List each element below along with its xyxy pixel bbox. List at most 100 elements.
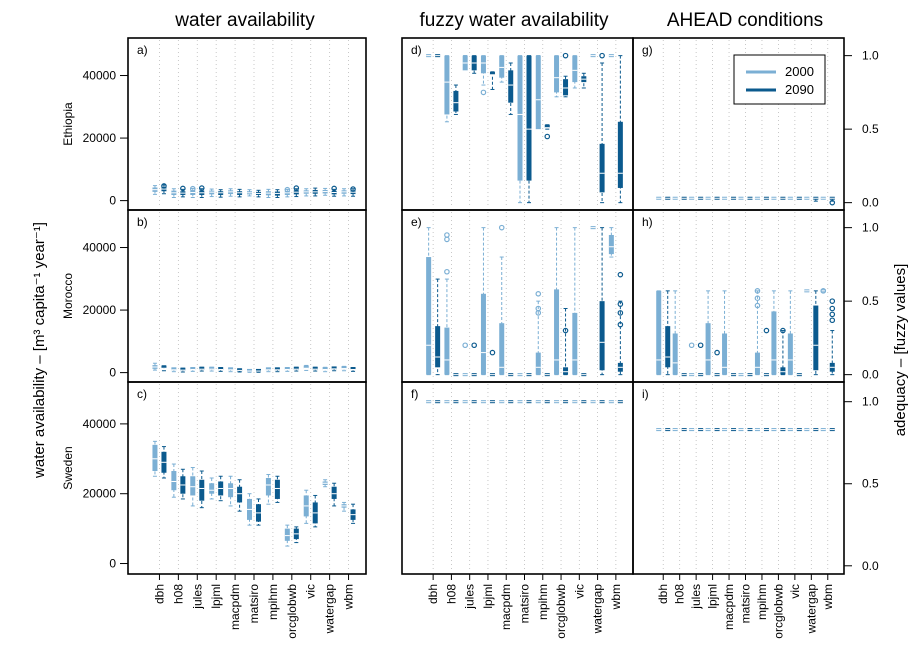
- box: [480, 293, 486, 375]
- box: [656, 290, 662, 375]
- outlier-point: [498, 224, 505, 231]
- y-tick-label: 40000: [83, 69, 117, 83]
- outlier-point: [535, 290, 542, 297]
- x-tick-label: matsiro: [739, 584, 753, 624]
- box: [771, 311, 777, 375]
- box: [265, 478, 271, 496]
- box: [435, 326, 441, 368]
- box: [171, 471, 177, 491]
- panel-letter: a): [137, 43, 148, 57]
- outlier-point: [562, 327, 569, 334]
- outlier-point: [198, 185, 205, 191]
- y-tick-label: 1.0: [862, 49, 879, 63]
- box: [331, 366, 337, 370]
- box: [303, 365, 309, 369]
- box: [453, 90, 459, 112]
- x-tick-label: h08: [673, 584, 687, 604]
- box: [787, 333, 793, 375]
- panel-c: c): [127, 381, 367, 575]
- x-tick-label: macpdm: [722, 584, 736, 630]
- panel-letter: b): [137, 215, 148, 229]
- panel-frame: [127, 381, 367, 575]
- box: [517, 55, 523, 181]
- panel-letter: f): [411, 387, 418, 401]
- box: [426, 257, 432, 375]
- box: [572, 55, 578, 83]
- outlier-point: [562, 52, 569, 59]
- outlier-point: [293, 185, 300, 191]
- panel-frame: [401, 381, 634, 575]
- panel-h: h): [632, 209, 845, 383]
- box: [526, 55, 532, 181]
- x-tick-label: dbh: [152, 584, 166, 604]
- x-tick-label: matsiro: [518, 584, 532, 624]
- right-y-axis-label: adequacy – [fuzzy values]: [892, 264, 909, 437]
- box: [180, 367, 186, 371]
- y-tick-label: 0: [109, 194, 116, 208]
- outlier-point: [535, 310, 542, 316]
- outlier-point: [462, 342, 468, 349]
- x-tick-label: orcglobwb: [285, 584, 299, 639]
- y-tick-label: 20000: [83, 131, 117, 145]
- box: [754, 352, 760, 375]
- box: [247, 368, 252, 372]
- box: [256, 368, 261, 372]
- x-tick-label: h08: [444, 584, 458, 604]
- x-tick-label: wbm: [342, 584, 356, 610]
- legend-box: [733, 54, 826, 105]
- panel-letter: d): [411, 43, 422, 57]
- box: [608, 234, 614, 255]
- panels: a)b)c)d)e)f)g)h)i)0200004000002000040000…: [83, 37, 879, 639]
- outlier-point: [763, 327, 770, 334]
- row-label-morocco: Morocco: [61, 273, 75, 319]
- outlier-point: [617, 301, 624, 307]
- row-label-ethiopia: Ethiopia: [61, 102, 75, 146]
- y-tick-label: 20000: [83, 487, 117, 501]
- x-tick-label: h08: [171, 584, 185, 604]
- box: [152, 444, 158, 472]
- outlier-point: [754, 295, 761, 302]
- box: [209, 483, 215, 494]
- x-tick-label: jules: [463, 584, 477, 610]
- x-tick-label: jules: [190, 584, 204, 610]
- x-tick-label: orcglobwb: [771, 584, 785, 639]
- legend-label-2000: 2000: [785, 64, 814, 79]
- x-tick-label: lpjml: [209, 584, 223, 609]
- x-tick-label: mpihm: [755, 584, 769, 620]
- y-tick-label: 0.0: [862, 196, 879, 210]
- box: [499, 323, 505, 375]
- outlier-point: [444, 236, 450, 243]
- box: [572, 312, 578, 375]
- x-tick-label: jules: [689, 584, 703, 610]
- box: [508, 70, 514, 103]
- box: [199, 479, 205, 501]
- y-tick-label: 40000: [83, 417, 117, 431]
- x-tick-label: macpdm: [499, 584, 513, 630]
- x-tick-label: orcglobwb: [554, 584, 568, 639]
- outlier-point: [617, 321, 624, 328]
- x-tick-label: lpjml: [706, 584, 720, 609]
- panel-b: b): [127, 209, 367, 383]
- box: [554, 289, 560, 375]
- y-tick-label: 0.5: [862, 294, 879, 308]
- outlier-point: [599, 52, 605, 59]
- box: [237, 368, 243, 372]
- box: [171, 367, 177, 371]
- outlier-point: [829, 298, 836, 304]
- box: [499, 55, 505, 78]
- box: [480, 55, 486, 74]
- panel-frame: [632, 381, 845, 575]
- box: [563, 367, 569, 375]
- y-tick-label: 0.0: [862, 559, 879, 573]
- box: [665, 326, 671, 368]
- outlier-point: [754, 288, 761, 294]
- y-tick-label: 0: [109, 366, 116, 380]
- col-title-3: AHEAD conditions: [667, 10, 823, 31]
- box: [544, 124, 550, 128]
- panel-a: a): [127, 37, 367, 211]
- x-tick-label: macpdm: [228, 584, 242, 630]
- x-tick-label: vic: [788, 584, 802, 599]
- outlier-point: [688, 342, 695, 349]
- box: [444, 55, 450, 115]
